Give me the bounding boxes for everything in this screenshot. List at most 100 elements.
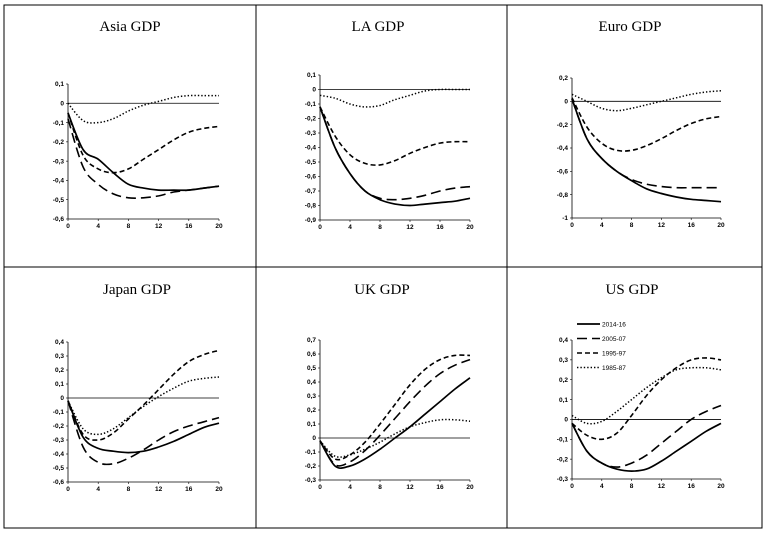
y-tick-label: 0,4: [55, 339, 64, 346]
series-line-1995-97: [571, 357, 722, 441]
x-tick-label: 0: [318, 484, 322, 491]
y-tick-label: -0,8: [557, 192, 569, 199]
series-line-1995-97: [319, 106, 471, 166]
x-tick-label: 8: [630, 222, 634, 229]
panel-uk-gdp: UK GDP 0,7 0,6 0,5 0,4 0,3 0,2 0,1 0 -0,1 -0,2 -0,3…: [305, 282, 474, 491]
x-tick-label: 20: [215, 223, 223, 230]
y-tick-label: 0,3: [559, 357, 568, 364]
chart-title: Asia GDP: [99, 19, 160, 35]
y-tick-label: -0,5: [53, 197, 65, 204]
series-line-2005-07: [67, 118, 220, 199]
x-tick-label: 16: [185, 223, 193, 230]
y-tick-label: 0: [312, 87, 316, 94]
y-tick-label: -0,6: [53, 216, 65, 223]
x-tick-label: 16: [688, 222, 696, 229]
x-tick-label: 12: [406, 484, 414, 491]
y-tick-label: -0,1: [53, 120, 65, 127]
x-tick-label: 8: [127, 223, 131, 230]
y-tick-label: -0,3: [557, 476, 569, 483]
x-tick-label: 8: [378, 484, 382, 491]
series-line-1995-97: [67, 112, 220, 174]
y-tick-label: -0,2: [557, 456, 569, 463]
x-tick-label: 20: [466, 224, 474, 231]
y-tick-label: -0,4: [305, 145, 317, 152]
series-line-2014-16: [319, 377, 471, 470]
x-tick-label: 8: [127, 486, 131, 493]
x-tick-label: 12: [658, 483, 666, 490]
y-tick-label: -0,2: [53, 139, 65, 146]
y-tick-label: 0,1: [559, 397, 568, 404]
y-tick-label: 0: [564, 417, 568, 424]
y-tick-label: 0: [312, 435, 316, 442]
chart-title: LA GDP: [352, 19, 405, 35]
y-tick-label: -0,6: [557, 169, 569, 176]
y-tick-label: 0: [564, 99, 568, 106]
y-tick-label: 0,7: [307, 337, 316, 344]
x-tick-label: 8: [630, 483, 634, 490]
x-tick-label: 4: [96, 486, 100, 493]
x-tick-label: 0: [318, 224, 322, 231]
y-tick-label: -0,5: [53, 465, 65, 472]
series-line-2014-16: [571, 422, 722, 472]
series-line-2005-07: [67, 400, 220, 466]
y-tick-label: -0,1: [305, 101, 317, 108]
y-tick-label: -0,7: [305, 188, 317, 195]
y-tick-label: 0,1: [55, 381, 64, 388]
y-tick-label: -0,6: [53, 479, 65, 486]
x-tick-label: 4: [348, 224, 352, 231]
series-line-1995-97: [67, 349, 220, 441]
y-tick-label: 0: [60, 100, 64, 107]
y-tick-label: 0,4: [307, 379, 316, 386]
legend-label: 2005-07: [602, 336, 626, 343]
x-tick-label: 16: [688, 483, 696, 490]
series-line-2014-16: [319, 106, 471, 207]
legend-label: 1995-97: [602, 350, 626, 357]
series-line-2005-07: [319, 106, 471, 201]
x-tick-label: 20: [215, 486, 223, 493]
series-line-1985-87: [571, 90, 722, 112]
panel-japan-gdp: Japan GDP 0,4 0,3 0,2 0,1 0 -0,1 -0,2 -0,3 -0,4 -0…: [53, 282, 223, 493]
y-tick-label: 0,2: [307, 407, 316, 414]
y-tick-label: -0,5: [305, 159, 317, 166]
series-line-2005-07: [571, 404, 722, 468]
y-tick-label: -0,1: [557, 436, 569, 443]
y-tick-label: -0,2: [53, 423, 65, 430]
x-tick-label: 0: [66, 486, 70, 493]
x-tick-label: 4: [348, 484, 352, 491]
x-tick-label: 16: [436, 484, 444, 491]
x-tick-label: 12: [406, 224, 414, 231]
x-tick-label: 4: [96, 223, 100, 230]
legend: 2014-16 2005-07 1995-97 1985-87: [577, 321, 626, 372]
y-tick-label: -0,9: [305, 217, 317, 224]
y-tick-label: -0,2: [557, 122, 569, 129]
x-tick-label: 12: [658, 222, 666, 229]
y-tick-label: 0,6: [307, 351, 316, 358]
series-line-1995-97: [319, 354, 471, 461]
chart-title: Japan GDP: [103, 282, 171, 298]
series-line-2014-16: [67, 400, 220, 454]
x-tick-label: 8: [378, 224, 382, 231]
y-tick-label: -0,1: [305, 449, 317, 456]
y-tick-label: 0,2: [559, 75, 568, 82]
x-tick-label: 12: [155, 486, 163, 493]
x-tick-label: 16: [436, 224, 444, 231]
legend-label: 1985-87: [602, 365, 626, 372]
y-tick-label: -0,2: [305, 463, 317, 470]
y-tick-label: -0,3: [53, 437, 65, 444]
y-tick-label: -0,4: [557, 145, 569, 152]
y-tick-label: 0,2: [559, 377, 568, 384]
x-tick-label: 20: [717, 483, 725, 490]
legend-label: 2014-16: [602, 321, 626, 328]
x-tick-label: 4: [600, 222, 604, 229]
y-tick-label: 0,3: [55, 353, 64, 360]
y-tick-label: -0,3: [305, 130, 317, 137]
x-tick-label: 16: [185, 486, 193, 493]
y-tick-label: 0,4: [559, 337, 568, 344]
y-tick-label: 0,1: [55, 81, 64, 88]
y-tick-label: -0,4: [53, 451, 65, 458]
y-tick-label: -0,4: [53, 178, 65, 185]
x-tick-label: 0: [570, 222, 574, 229]
series-line-2014-16: [571, 98, 722, 203]
